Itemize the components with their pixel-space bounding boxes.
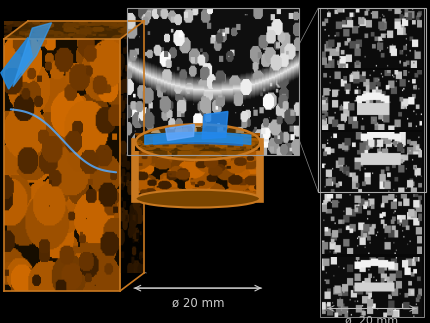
Ellipse shape (135, 190, 260, 207)
Bar (318, 8, 426, 192)
Polygon shape (120, 21, 144, 291)
Polygon shape (1, 37, 32, 89)
Bar (320, 8, 424, 317)
Bar (320, 8, 424, 317)
Polygon shape (13, 23, 52, 87)
Polygon shape (154, 135, 243, 146)
Text: ø 20 mm: ø 20 mm (172, 296, 224, 309)
Polygon shape (4, 21, 144, 39)
Bar (127, 8, 299, 155)
Bar (135, 142, 260, 199)
Text: ø  20 mm: ø 20 mm (345, 316, 399, 323)
Polygon shape (166, 124, 194, 141)
Ellipse shape (135, 124, 260, 160)
Polygon shape (145, 132, 251, 144)
Polygon shape (202, 111, 228, 139)
